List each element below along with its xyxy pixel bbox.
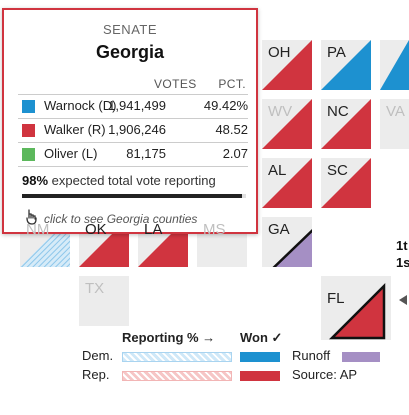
candidate-row: Oliver (L) 81,175 2.07 — [22, 144, 248, 164]
rep-won-swatch — [240, 371, 280, 381]
won-rep-marker — [328, 282, 386, 340]
state-tile-nc[interactable]: NC — [321, 99, 371, 149]
won-rep-marker — [321, 158, 371, 208]
candidate-row: Warnock (D) 1,941,499 49.42% — [22, 96, 248, 116]
state-tile-oh[interactable]: OH — [262, 40, 312, 90]
state-abbr: VA — [386, 103, 405, 120]
state-tile-ga[interactable]: GA — [262, 217, 312, 267]
reporting-text: expected total vote reporting — [51, 173, 216, 188]
won-rep-marker — [262, 40, 312, 90]
reporting-progress-bar — [22, 194, 246, 198]
state-tile-pa[interactable]: PA — [321, 40, 371, 90]
candidate-pct: 49.42% — [203, 98, 248, 113]
state-abbr: SC — [327, 162, 348, 179]
callout-arrow-icon — [399, 295, 407, 305]
state-tile-fl[interactable]: FL — [321, 276, 391, 340]
state-tile-tx[interactable]: TX — [79, 276, 129, 326]
state-tile-va[interactable]: VA — [380, 99, 409, 149]
state-tile-sc[interactable]: SC — [321, 158, 371, 208]
state-abbr: PA — [327, 44, 346, 61]
rep-legend-label: Rep. — [82, 367, 110, 382]
race-label: SENATE — [102, 22, 158, 37]
won-legend-label: Won ✓ — [240, 330, 283, 345]
divider — [18, 142, 248, 143]
state-abbr: LA — [144, 221, 163, 238]
state-abbr: OK — [85, 221, 107, 238]
won-rep-marker — [262, 99, 312, 149]
reporting-status: 98% expected total vote reporting — [22, 173, 216, 188]
votes-column-header: VOTES — [154, 77, 197, 91]
divider — [18, 94, 248, 95]
race-tooltip[interactable]: SENATE Georgia VOTES PCT. Warnock (D) 1,… — [2, 8, 258, 234]
rep-swatch — [22, 124, 35, 137]
callout-text: 1s — [396, 255, 409, 270]
state-tile-wv[interactable]: WV — [262, 99, 312, 149]
state-abbr: WV — [268, 103, 293, 120]
state-title: Georgia — [95, 42, 165, 62]
divider — [18, 118, 248, 119]
state-abbr: GA — [268, 221, 290, 238]
runoff-marker — [272, 228, 312, 267]
callout-text: 1t — [396, 238, 408, 253]
candidate-row: Walker (R) 1,906,246 48.52 — [22, 120, 248, 140]
state-abbr: MS — [203, 221, 226, 238]
lib-swatch — [22, 148, 35, 161]
runoff-swatch — [342, 352, 380, 362]
pct-column-header: PCT. — [218, 77, 246, 91]
won-rep-marker — [321, 99, 371, 149]
map-legend: Reporting % → Won ✓ Dem. Runoff Rep. Sou… — [0, 330, 409, 415]
pointer-hand-icon — [26, 209, 37, 225]
state-abbr: AL — [268, 162, 287, 179]
reporting-legend-label: Reporting % → — [122, 330, 216, 345]
rep-reporting-scale — [122, 371, 232, 381]
state-abbr: FL — [327, 290, 345, 307]
dem-legend-label: Dem. — [82, 348, 114, 363]
reporting-percent: 98% — [22, 173, 49, 188]
state-tile-ny[interactable] — [380, 40, 409, 90]
reporting-progress-fill — [22, 194, 242, 198]
candidate-name: Oliver (L) — [44, 146, 98, 161]
runoff-legend-label: Runoff — [292, 348, 331, 363]
candidate-pct: 48.52 — [215, 122, 248, 137]
dem-swatch — [22, 100, 35, 113]
candidate-name: Walker (R) — [44, 122, 106, 137]
dem-won-swatch — [240, 352, 280, 362]
counties-hint[interactable]: click to see Georgia counties — [44, 212, 198, 226]
candidate-name: Warnock (D) — [44, 98, 117, 113]
candidate-votes: 1,906,246 — [108, 122, 166, 137]
senate-tile-map: OH PA WV NC VA AL SC NM OK — [20, 40, 409, 340]
state-abbr: NM — [26, 221, 50, 238]
state-abbr: NC — [327, 103, 349, 120]
dem-reporting-scale — [122, 352, 232, 362]
won-dem-marker — [321, 40, 371, 90]
source-credit: Source: AP — [292, 367, 358, 382]
state-tile-nm[interactable]: NM — [20, 217, 70, 267]
won-rep-marker — [262, 158, 312, 208]
candidate-votes: 81,175 — [126, 146, 166, 161]
won-dem-marker — [380, 40, 409, 90]
state-abbr: OH — [268, 44, 291, 61]
state-tile-al[interactable]: AL — [262, 158, 312, 208]
divider — [18, 166, 248, 167]
candidate-pct: 2.07 — [222, 146, 248, 161]
candidate-votes: 1,941,499 — [108, 98, 166, 113]
state-abbr: TX — [85, 280, 105, 297]
